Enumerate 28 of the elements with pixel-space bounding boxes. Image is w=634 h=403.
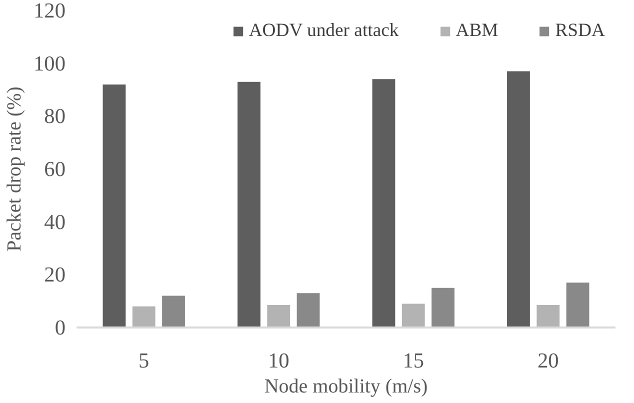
y-tick-label: 60 [44,157,66,181]
bar [132,306,156,328]
bar [536,305,560,328]
legend-label: ABM [456,20,498,42]
x-axis-title: Node mobility (m/s) [264,376,428,398]
bar [432,288,454,328]
bar [402,304,425,328]
y-tick-label: 40 [44,210,66,234]
y-tick-label: 80 [44,104,66,128]
y-tick-label: 20 [44,262,66,287]
x-tick-label: 15 [402,348,424,372]
x-tick-label: 5 [138,348,150,372]
bar [267,305,290,328]
y-tick-label: 0 [54,316,66,340]
bar [507,71,530,328]
y-axis-title: Packet drop rate (%) [4,86,26,252]
y-tick-label: 100 [34,51,66,76]
bar [238,82,260,328]
bar [566,282,590,328]
legend-label: RSDA [555,20,605,42]
x-tick-label: 10 [268,348,290,372]
x-tick-label: 20 [537,348,559,372]
bar [102,84,126,328]
bar [296,293,320,328]
bar [372,79,396,328]
legend-label: AODV under attack [248,20,399,42]
bar [162,296,185,328]
y-tick-label: 120 [34,0,66,22]
